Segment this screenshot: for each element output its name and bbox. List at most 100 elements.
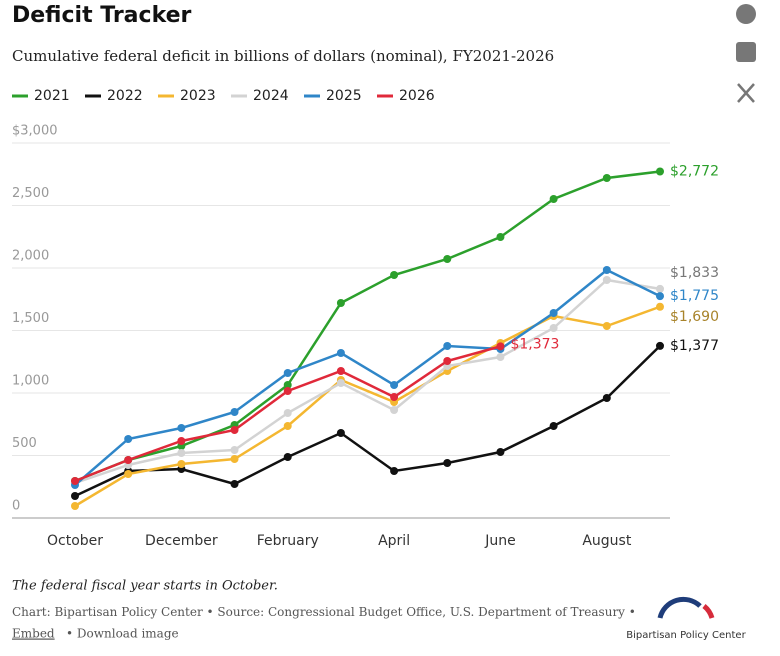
data-point [602,174,611,182]
data-point [390,271,399,279]
data-point [283,369,292,377]
legend-item: 2023 [158,88,216,104]
download-link[interactable]: • Download image [66,627,179,641]
x-tick-label: February [257,533,319,549]
series-line [74,170,661,483]
data-point [602,276,611,284]
facebook-icon[interactable] [736,4,756,24]
series-line [74,268,661,486]
data-point [71,477,79,485]
logo-arc [702,604,715,619]
y-tick-label: 1,000 [12,374,49,389]
x-tick-label: December [145,533,218,549]
y-tick-label: 0 [12,499,20,514]
data-point [230,455,239,463]
x-tick-label: April [378,533,410,549]
data-point [336,349,345,357]
y-tick-label: $3,000 [12,124,58,139]
note: The federal fiscal year starts in Octobe… [12,579,278,594]
x-tick-label: August [582,533,632,549]
value-label: $1,373 [510,336,559,352]
linkedin-icon[interactable] [736,42,756,62]
data-point [124,470,133,478]
data-point [656,302,664,311]
data-point [390,393,399,401]
legend-item: 2021 [12,88,70,104]
data-point [230,446,239,454]
legend-item: 2022 [85,88,143,104]
data-point [656,292,664,301]
legend-item: 2024 [231,88,289,104]
x-icon[interactable] [737,83,755,103]
embed-link[interactable]: Embed [12,627,55,641]
data-point [549,309,558,317]
y-tick-label: 500 [12,436,37,451]
series-line [74,305,661,508]
data-point [230,426,239,434]
data-point [336,367,345,375]
value-label: $2,772 [670,164,719,180]
data-point [124,435,133,443]
data-point [549,195,558,203]
data-point [177,437,186,445]
data-point [656,284,664,293]
legend-label: 2024 [253,88,289,104]
legend-label: 2021 [34,88,70,104]
series-line [74,344,661,498]
data-point [230,480,239,488]
data-point [443,255,452,263]
x-tick-label: June [484,533,516,549]
data-point [549,324,558,332]
logo-arc [657,596,702,619]
source-text: Chart: Bipartisan Policy Center • Source… [12,605,636,619]
data-point [496,448,505,456]
data-point [390,381,399,389]
data-point [177,460,186,468]
data-point [230,408,239,416]
value-label: $1,377 [670,338,719,354]
data-point [177,449,186,457]
data-point [443,342,452,350]
data-point [336,379,345,387]
data-point [496,353,505,361]
data-point [443,459,452,467]
data-point [602,322,611,330]
x-tick-label: October [47,533,103,549]
data-point [443,357,452,365]
data-point [602,394,611,402]
value-label: $1,833 [670,265,719,281]
data-point [283,381,292,389]
y-tick-label: 2,500 [12,186,49,201]
data-point [496,342,505,351]
data-point [283,422,292,430]
legend-item: 2026 [377,88,435,104]
data-point [71,492,79,500]
data-point [124,456,133,464]
y-tick-label: 2,000 [12,249,49,264]
source: Chart: Bipartisan Policy Center • Source… [12,605,636,619]
data-point [496,233,505,241]
data-point [390,467,399,475]
legend-label: 2022 [107,88,143,104]
value-label: $1,690 [670,309,719,325]
data-point [283,453,292,461]
data-point [336,299,345,307]
data-point [656,341,664,350]
data-point [283,387,292,395]
y-tick-label: 1,500 [12,311,49,326]
data-point [602,266,611,274]
legend-label: 2026 [399,88,435,104]
legend-label: 2023 [180,88,216,104]
value-label: $1,775 [670,288,719,304]
data-point [549,422,558,430]
data-point [71,502,79,510]
data-point [177,424,186,432]
data-point [283,409,292,417]
data-point [390,406,399,414]
legend-item: 2025 [304,88,362,104]
legend-label: 2025 [326,88,362,104]
subtitle: Cumulative federal deficit in billions o… [12,47,554,65]
data-point [656,167,664,176]
chart-title: Deficit Tracker [12,3,192,28]
